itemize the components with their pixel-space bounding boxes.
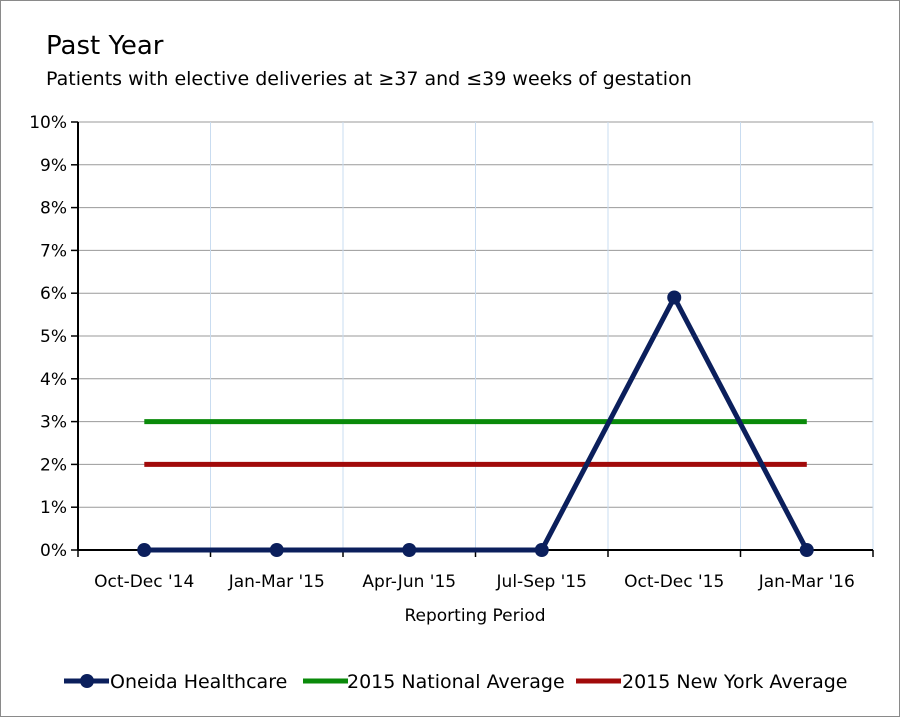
x-tick-label: Jan-Mar '16 <box>758 572 855 592</box>
x-tick-label: Oct-Dec '14 <box>94 572 194 592</box>
y-tick-label: 9% <box>40 156 67 176</box>
x-tick-label: Jul-Sep '15 <box>496 572 587 592</box>
series-lines <box>137 290 814 557</box>
legend-marker <box>80 674 94 688</box>
y-tick-label: 1% <box>40 498 67 518</box>
chart-title: Past Year <box>46 31 164 61</box>
y-tick-label: 7% <box>40 241 67 261</box>
y-tick-label: 10% <box>29 113 67 133</box>
grid-lines <box>78 121 874 550</box>
y-axis-ticks: 0% 1% 2% 3% 4% 5% 6% 7% 8% 9% 10% <box>29 113 78 561</box>
data-point <box>799 543 814 557</box>
y-tick-label: 8% <box>40 199 67 219</box>
y-tick-label: 3% <box>40 413 67 433</box>
y-tick-label: 4% <box>40 370 67 390</box>
chart-subtitle: Patients with elective deliveries at ≥37… <box>46 68 692 90</box>
series-line-0 <box>144 292 810 553</box>
x-tick-label: Jan-Mar '15 <box>228 572 325 592</box>
x-tick-label: Oct-Dec '15 <box>624 572 724 592</box>
x-tick-label: Apr-Jun '15 <box>362 572 456 592</box>
data-point <box>137 543 152 557</box>
data-point <box>402 543 417 557</box>
legend-label: 2015 National Average <box>347 671 565 693</box>
y-tick-label: 5% <box>40 327 67 347</box>
legend: Oneida Healthcare 2015 National Average 20… <box>64 671 847 693</box>
y-tick-label: 2% <box>40 455 67 475</box>
x-axis-ticks: Oct-Dec '14 Jan-Mar '15 Apr-Jun '15 Jul-Sep… <box>77 550 874 592</box>
x-axis-title: Reporting Period <box>404 606 545 626</box>
data-point <box>269 543 284 557</box>
y-tick-label: 0% <box>40 541 67 561</box>
data-point <box>667 290 682 305</box>
data-point <box>534 543 549 557</box>
y-tick-label: 6% <box>40 284 67 304</box>
legend-label: 2015 New York Average <box>622 671 847 693</box>
legend-label: Oneida Healthcare <box>110 671 287 693</box>
